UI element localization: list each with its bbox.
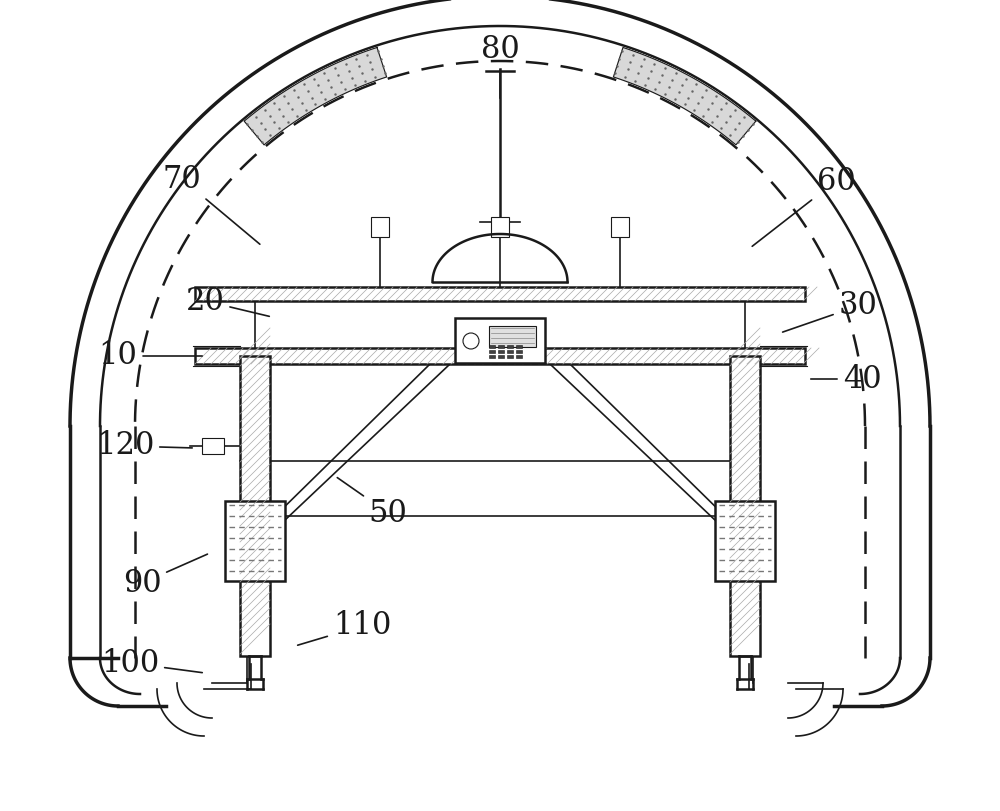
Bar [715,501,775,581]
Bar [507,355,513,358]
Bar [516,345,522,348]
Text: 40: 40 [811,363,881,394]
Bar [491,217,509,237]
Text: 90: 90 [123,554,207,599]
Text: 20: 20 [186,285,269,316]
Bar [516,355,522,358]
Text: 120: 120 [96,431,192,461]
Text: 70: 70 [163,164,260,244]
Bar [489,355,495,358]
Bar [240,356,270,656]
Bar [498,355,504,358]
Bar [730,356,760,656]
Bar [507,345,513,348]
Text: 50: 50 [337,478,407,529]
Text: 10: 10 [99,341,202,371]
Bar [225,501,285,581]
Bar [611,217,629,237]
Bar [498,345,504,348]
Bar [195,287,805,301]
Text: 100: 100 [101,647,202,679]
Text: 60: 60 [752,165,855,247]
Bar [498,350,504,353]
Bar [202,438,224,454]
Text: 110: 110 [298,611,391,646]
Bar [489,326,536,347]
Bar [507,350,513,353]
Bar [489,350,495,353]
Bar [516,350,522,353]
Text: 80: 80 [481,33,519,98]
Bar [489,345,495,348]
Polygon shape [244,48,387,145]
Bar [455,318,545,363]
Bar [371,217,389,237]
Bar [195,348,805,364]
Text: 30: 30 [783,290,877,332]
Circle shape [463,333,479,349]
Polygon shape [613,48,756,145]
